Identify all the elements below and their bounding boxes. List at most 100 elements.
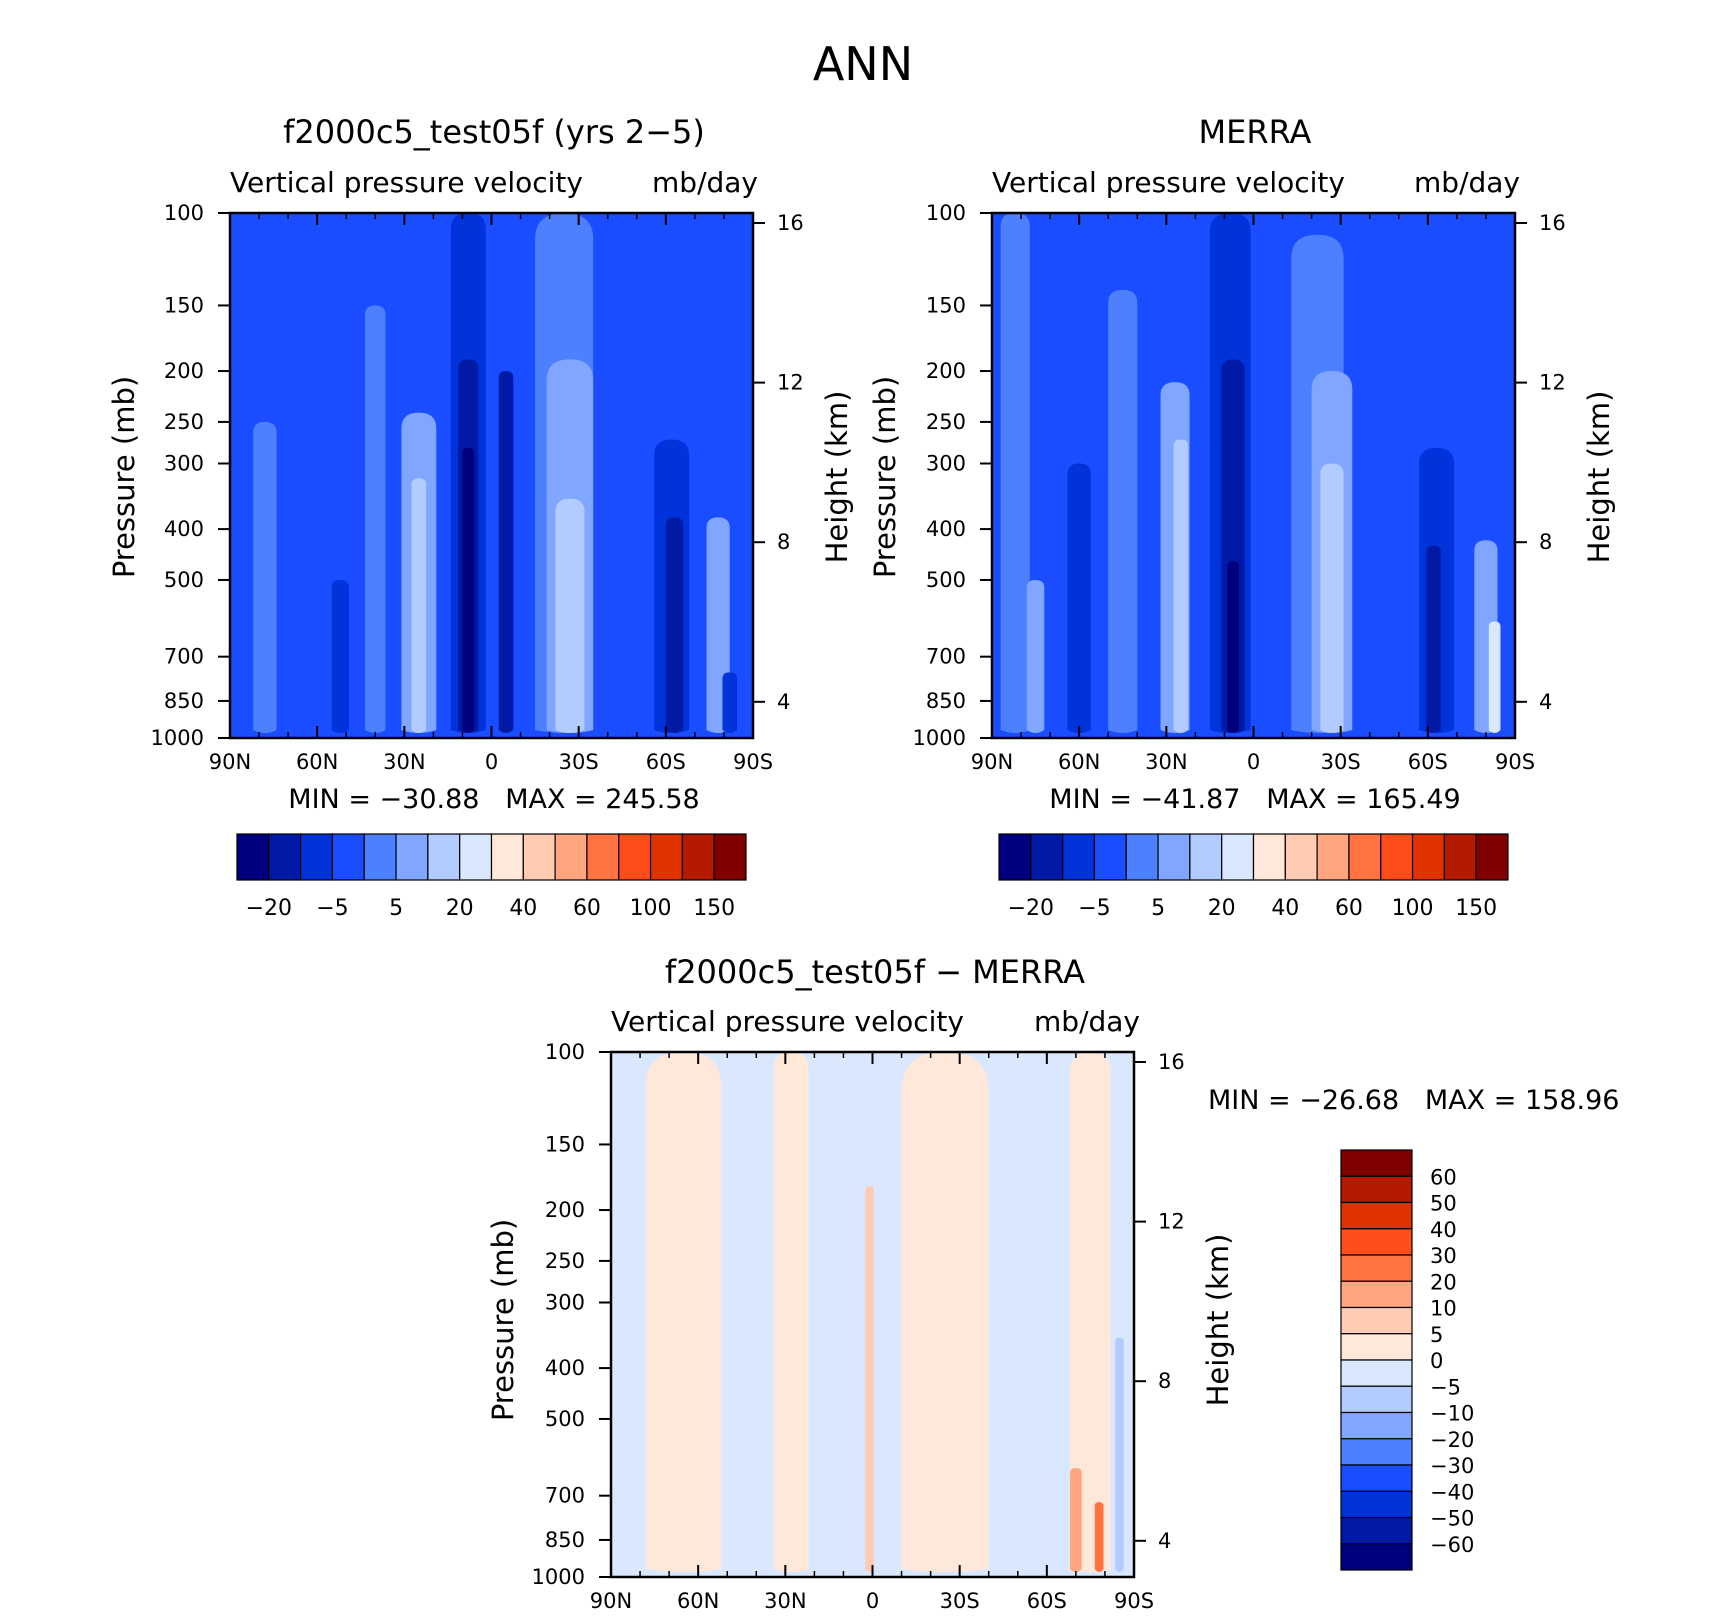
colorbar-swatch (1340, 1333, 1413, 1361)
plot-area: 90N 60N 30N 0 30S 60S 90S 100 150 200 250 300 400 500… (532, 1040, 1185, 1613)
y-right-tick-label: 12 (1539, 371, 1566, 395)
colorbar-swatch (522, 833, 556, 881)
y-right-tick-label: 16 (1158, 1050, 1185, 1074)
y-right-tick-label: 4 (1539, 690, 1552, 714)
x-tick-label: 60S (1408, 750, 1448, 774)
field-band (1173, 439, 1189, 733)
colorbar-label: 100 (630, 896, 672, 921)
colorbar: −20 −5 5 20 40 60 100 150 (236, 833, 747, 921)
colorbar-swatch (1340, 1385, 1413, 1414)
field-band (1426, 545, 1441, 733)
colorbar-label: 40 (509, 896, 537, 921)
colorbar-swatch (300, 833, 334, 881)
colorbar-label: 20 (446, 896, 474, 921)
colorbar-label: 5 (1151, 896, 1165, 921)
y-axis-label: Pressure (mb) (107, 376, 141, 578)
colorbar-label: −10 (1430, 1402, 1474, 1426)
y-tick-label: 400 (926, 517, 966, 541)
colorbar-label: 20 (1208, 896, 1236, 921)
y-tick-label: 150 (164, 293, 204, 317)
colorbar-label: 20 (1430, 1270, 1457, 1294)
colorbar-swatch (1340, 1175, 1413, 1204)
y-tick-label: 850 (164, 689, 204, 713)
y-axis-label-right: Height (km) (1201, 1234, 1235, 1407)
colorbar-label: 5 (1430, 1323, 1443, 1347)
colorbar-label: 100 (1392, 896, 1434, 921)
field-band (773, 1052, 809, 1572)
figure-title: ANN (813, 37, 913, 91)
y-right-tick-label: 4 (777, 690, 790, 714)
plot-area: 90N 60N 30N 0 30S 60S 90S 100 150 200 250 300 400 500… (151, 201, 804, 774)
field-band (865, 1186, 874, 1572)
colorbar-swatch (268, 833, 302, 881)
y-tick-label: 850 (545, 1528, 585, 1552)
y-tick-label: 500 (164, 568, 204, 592)
y-tick-label: 700 (926, 645, 966, 669)
panel-title: f2000c5_test05f − MERRA (665, 953, 1085, 991)
field-band (1000, 213, 1030, 733)
y-tick-label: 300 (164, 451, 204, 475)
field-band (1108, 289, 1138, 733)
colorbar-swatch (1125, 833, 1159, 881)
colorbar: −20 −5 5 20 40 60 100 150 (998, 833, 1509, 921)
x-tick-label: 30S (1321, 750, 1361, 774)
colorbar-swatch (1340, 1490, 1413, 1519)
colorbar-swatch (395, 833, 429, 881)
colorbar-swatch (998, 833, 1032, 881)
colorbar-swatch (1284, 833, 1318, 881)
min-max-label: MIN = −30.88 MAX = 245.58 (288, 784, 699, 815)
colorbar-label: −40 (1430, 1480, 1474, 1504)
colorbar-swatch (554, 833, 588, 881)
y-tick-label: 150 (545, 1132, 585, 1156)
colorbar-swatch (713, 833, 747, 881)
colorbar-label: −20 (1430, 1428, 1474, 1452)
colorbar-swatch (586, 833, 620, 881)
x-tick-label: 0 (485, 750, 498, 774)
colorbar-swatch (1340, 1359, 1413, 1387)
x-tick-label: 90N (209, 750, 251, 774)
colorbar-swatch (649, 833, 683, 881)
colorbar-label: 60 (1335, 896, 1363, 921)
panel-model: f2000c5_test05f (yrs 2−5) Vertical press… (107, 113, 854, 921)
colorbar-label: 5 (389, 896, 403, 921)
x-tick-label: 30N (764, 1589, 806, 1613)
colorbar-swatch (1093, 833, 1127, 881)
y-tick-label: 500 (926, 568, 966, 592)
colorbar-swatch (1340, 1543, 1413, 1571)
panel-subtitle-left: Vertical pressure velocity (230, 166, 583, 199)
panel-title: MERRA (1199, 113, 1312, 151)
colorbar-swatch (1340, 1411, 1413, 1440)
x-tick-label: 90N (971, 750, 1013, 774)
y-right-tick-label: 12 (777, 371, 804, 395)
y-tick-label: 500 (545, 1407, 585, 1431)
colorbar-swatch (236, 833, 270, 881)
y-axis-label: Pressure (mb) (868, 376, 902, 578)
y-right-tick-label: 4 (1158, 1529, 1171, 1553)
field-band (365, 305, 386, 733)
x-tick-label: 90S (733, 750, 773, 774)
y-tick-label: 1000 (151, 726, 204, 750)
y-tick-label: 300 (545, 1290, 585, 1314)
x-tick-label: 60N (296, 750, 338, 774)
colorbar-label: −50 (1430, 1507, 1474, 1531)
field-band (555, 498, 585, 733)
x-tick-label: 30N (383, 750, 425, 774)
colorbar-swatch (490, 833, 524, 881)
colorbar-label: −20 (246, 896, 292, 921)
field-band (1115, 1337, 1124, 1572)
y-tick-label: 200 (926, 359, 966, 383)
x-tick-label: 90S (1495, 750, 1535, 774)
colorbar-label: 40 (1271, 896, 1299, 921)
y-tick-label: 250 (545, 1249, 585, 1273)
y-tick-label: 1000 (532, 1565, 585, 1589)
x-tick-label: 60N (677, 1589, 719, 1613)
x-tick-label: 90N (590, 1589, 632, 1613)
y-tick-label: 100 (164, 201, 204, 225)
colorbar-swatch (427, 833, 461, 881)
y-tick-label: 100 (926, 201, 966, 225)
panel-subtitle-right: mb/day (1414, 166, 1520, 199)
colorbar-swatch (1340, 1464, 1413, 1492)
field-band (1320, 463, 1344, 733)
